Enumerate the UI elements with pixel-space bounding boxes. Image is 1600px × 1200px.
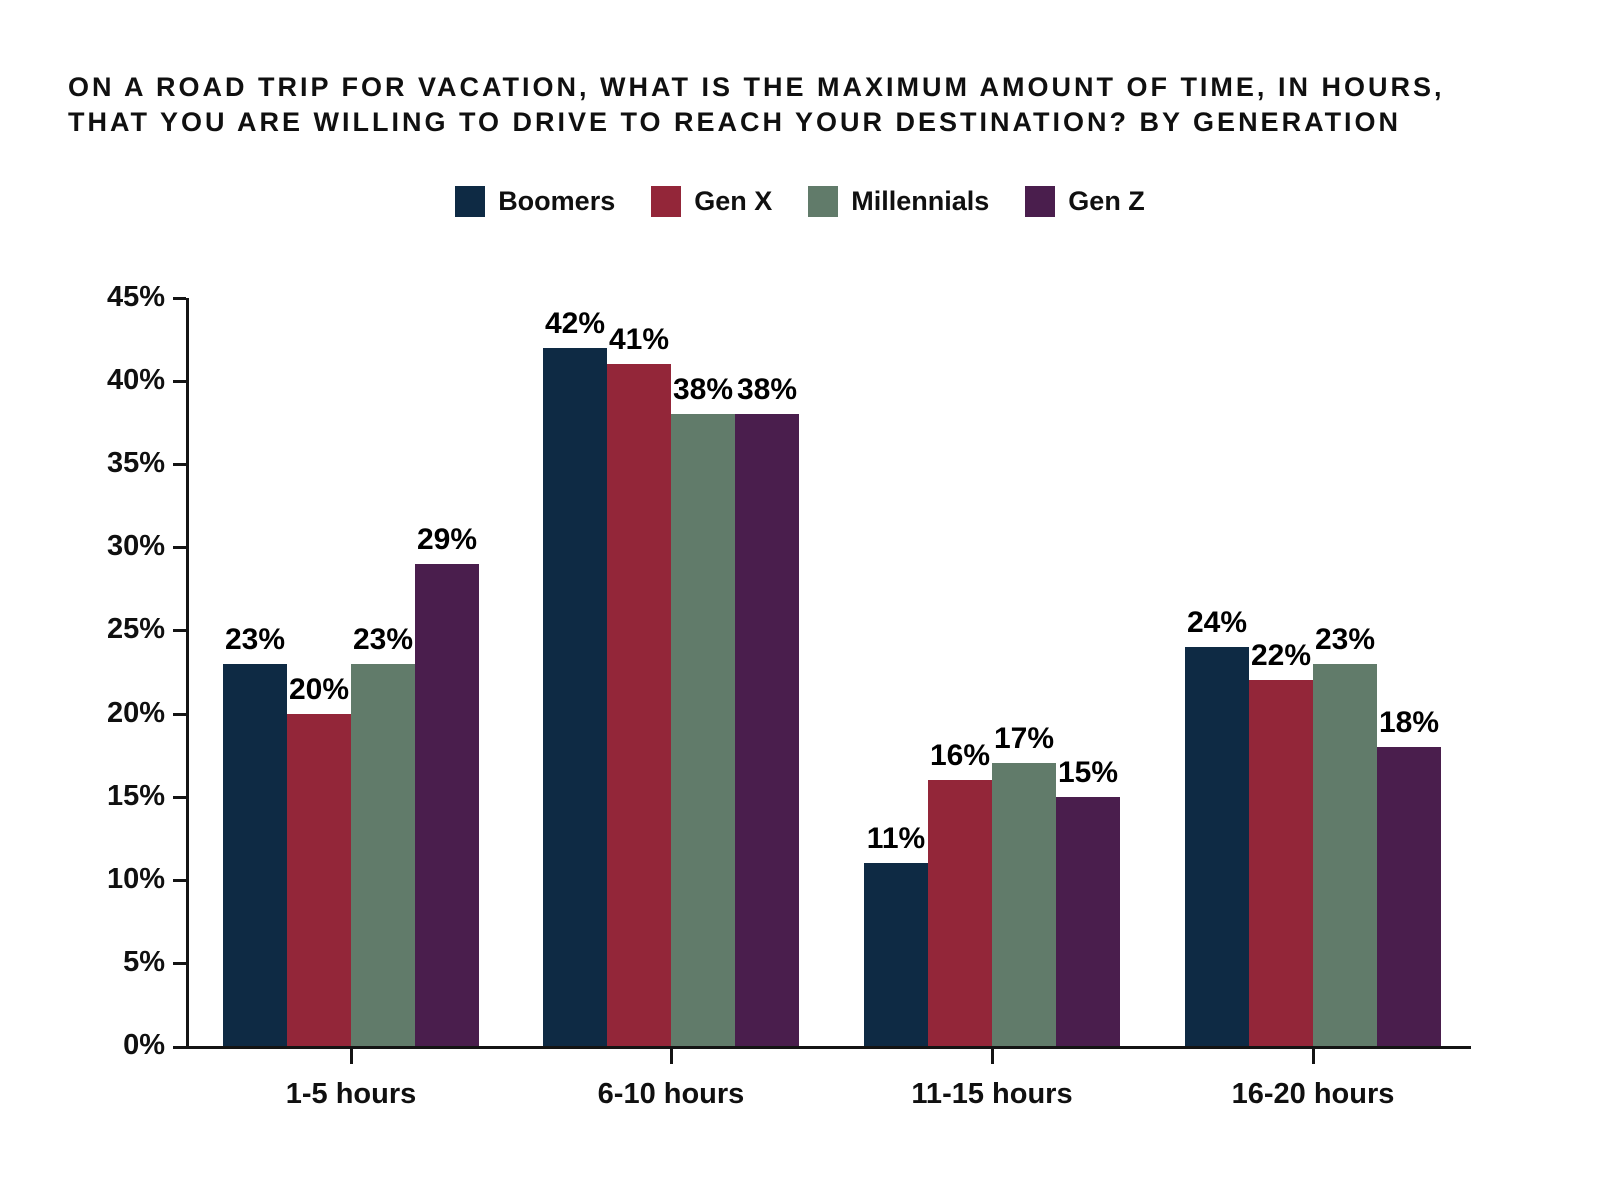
bar-value-label-gen-z-11-15-hours: 15% (1057, 756, 1119, 789)
gen-z-swatch-icon (1025, 186, 1056, 217)
y-axis-line (186, 298, 189, 1046)
legend-item-gen-x: Gen X (651, 186, 772, 217)
gen-x-swatch-icon (651, 186, 682, 217)
y-tick-label: 15% (106, 779, 165, 812)
y-tick-label: 30% (106, 530, 165, 563)
bar-value-label-gen-z-1-5-hours: 29% (416, 523, 478, 556)
bar-gen-z-6-10-hours (735, 414, 799, 1046)
y-tick-label: 45% (106, 281, 165, 313)
y-tick-label: 10% (106, 862, 165, 895)
bar-gen-x-1-5-hours (287, 714, 351, 1046)
bar-value-label-boomers-6-10-hours: 42% (544, 307, 606, 340)
chart-title: ON A ROAD TRIP FOR VACATION, WHAT IS THE… (68, 70, 1444, 140)
bar-value-label-boomers-16-20-hours: 24% (1186, 606, 1248, 639)
bar-boomers-16-20-hours (1185, 647, 1249, 1046)
y-tick (173, 463, 186, 467)
x-tick (350, 1049, 353, 1064)
bar-millennials-6-10-hours (671, 414, 735, 1046)
y-tick (173, 961, 186, 965)
bar-value-label-boomers-1-5-hours: 23% (224, 623, 286, 656)
bar-boomers-1-5-hours (223, 664, 287, 1046)
bar-value-label-millennials-11-15-hours: 17% (993, 722, 1055, 755)
y-tick-label: 35% (106, 447, 165, 480)
bar-boomers-11-15-hours (864, 863, 928, 1046)
bar-value-label-gen-z-16-20-hours: 18% (1378, 706, 1440, 739)
y-tick (173, 546, 186, 550)
legend-label-millennials: Millennials (851, 186, 990, 216)
legend-label-boomers: Boomers (498, 186, 616, 216)
legend-item-millennials: Millennials (808, 186, 989, 217)
bar-gen-z-16-20-hours (1377, 747, 1441, 1046)
bar-gen-x-11-15-hours (928, 780, 992, 1046)
bar-value-label-gen-x-11-15-hours: 16% (929, 739, 991, 772)
y-tick-label: 25% (106, 613, 165, 646)
boomers-swatch-icon (455, 186, 486, 217)
bar-value-label-gen-x-1-5-hours: 20% (288, 673, 350, 706)
y-tick (173, 712, 186, 716)
y-tick-label: 20% (106, 696, 165, 729)
y-tick-label: 5% (123, 945, 165, 978)
y-tick (173, 878, 186, 882)
bar-value-label-gen-x-16-20-hours: 22% (1250, 639, 1312, 672)
x-axis-line (173, 1046, 1471, 1049)
bar-value-label-boomers-11-15-hours: 11% (866, 822, 926, 855)
x-axis-label-1-5-hours: 1-5 hours (285, 1078, 417, 1110)
bar-value-label-gen-z-6-10-hours: 38% (736, 373, 798, 406)
chart-title-line-1: ON A ROAD TRIP FOR VACATION, WHAT IS THE… (68, 72, 1445, 102)
legend-label-gen-x: Gen X (694, 186, 773, 216)
millennials-swatch-icon (808, 186, 839, 217)
x-tick (1312, 1049, 1315, 1064)
bar-gen-z-1-5-hours (415, 564, 479, 1046)
bar-value-label-millennials-6-10-hours: 38% (672, 373, 734, 406)
x-tick (991, 1049, 994, 1064)
x-axis-label-6-10-hours: 6-10 hours (597, 1078, 745, 1110)
bar-value-label-millennials-16-20-hours: 23% (1314, 623, 1376, 656)
legend-label-gen-z: Gen Z (1068, 186, 1145, 216)
y-tick (173, 380, 186, 384)
bar-boomers-6-10-hours (543, 348, 607, 1046)
bar-gen-x-16-20-hours (1249, 680, 1313, 1046)
x-axis-label-16-20-hours: 16-20 hours (1231, 1078, 1395, 1110)
legend-item-gen-z: Gen Z (1025, 186, 1145, 217)
x-tick (670, 1049, 673, 1064)
bar-value-label-millennials-1-5-hours: 23% (352, 623, 414, 656)
chart-title-line-2: THAT YOU ARE WILLING TO DRIVE TO REACH Y… (68, 107, 1402, 137)
bar-gen-z-11-15-hours (1056, 797, 1120, 1046)
bar-millennials-11-15-hours (992, 763, 1056, 1046)
x-axis-label-11-15-hours: 11-15 hours (911, 1078, 1073, 1110)
y-tick (173, 297, 186, 300)
legend-item-boomers: Boomers (455, 186, 615, 217)
bar-millennials-1-5-hours (351, 664, 415, 1046)
bar-value-label-gen-x-6-10-hours: 41% (608, 323, 670, 356)
y-tick (173, 795, 186, 799)
y-tick-label: 0% (123, 1029, 165, 1061)
y-tick-label: 40% (106, 364, 165, 397)
bar-gen-x-6-10-hours (607, 364, 671, 1046)
legend: Boomers Gen X Millennials Gen Z (0, 186, 1600, 217)
y-tick (173, 629, 186, 633)
bar-millennials-16-20-hours (1313, 664, 1377, 1046)
